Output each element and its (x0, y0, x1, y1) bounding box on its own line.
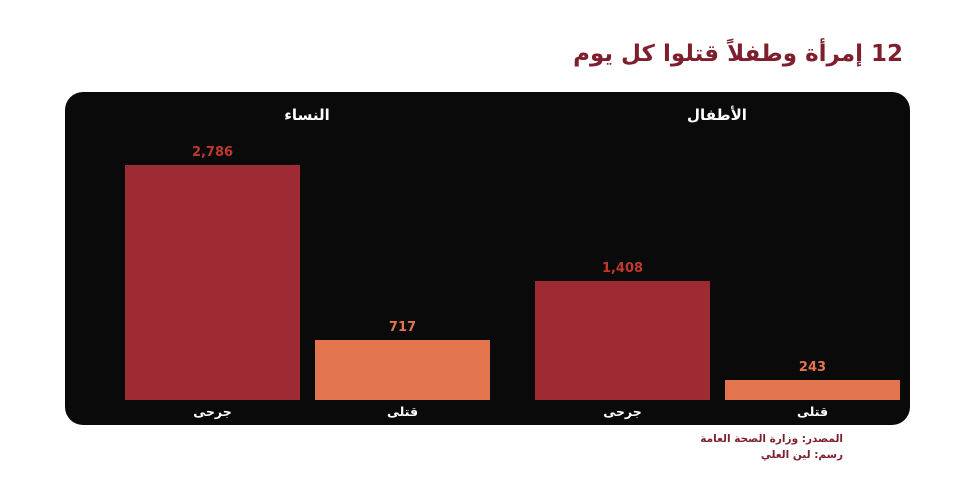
bar-slot: 243 (725, 360, 900, 400)
bar-value-label: 717 (388, 320, 417, 335)
bar-axis-label: جرحى (603, 404, 642, 419)
bar-slot: 2,786 (125, 145, 300, 400)
bar-rect (535, 281, 710, 400)
chart-panel: النساء الأطفال 2,786 717 1,408 243 جرحى … (65, 92, 910, 425)
bar-axis-label: قتلى (796, 404, 829, 419)
bar-value-label: 2,786 (191, 145, 234, 160)
bar-axis-label: جرحى (193, 404, 232, 419)
bar-rect (315, 340, 490, 400)
bar-value-label: 1,408 (601, 261, 644, 276)
group-header-children: الأطفال (687, 106, 747, 124)
source-text: المصدر: وزارة الصحة العامة (700, 433, 843, 445)
bar-value-label: 243 (798, 360, 827, 375)
bar-axis-label: قتلى (386, 404, 419, 419)
bar-slot: 1,408 (535, 261, 710, 400)
group-header-women: النساء (284, 106, 330, 124)
credit-text: رسم: لين العلي (760, 449, 843, 462)
bar-slot: 717 (315, 320, 490, 400)
bar-rect (725, 380, 900, 400)
footer: المصدر: وزارة الصحة العامة رسم: لين العل… (700, 431, 843, 464)
page-title: 12 إمرأة وطفلاً قتلوا كل يوم (573, 41, 903, 68)
bar-rect (125, 165, 300, 400)
